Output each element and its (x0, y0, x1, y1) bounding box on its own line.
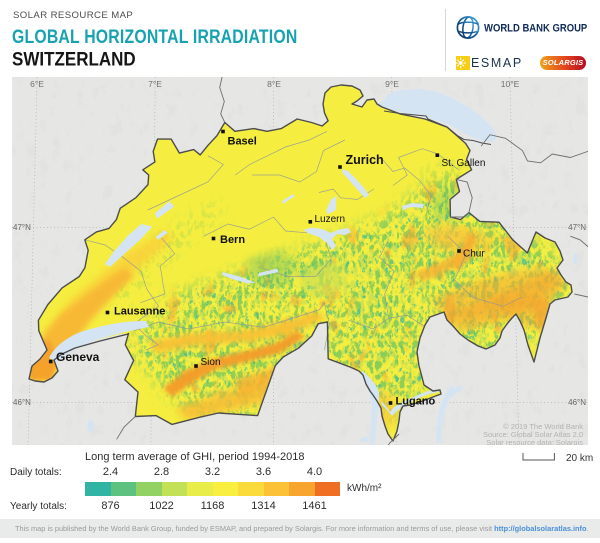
svg-text:Lausanne: Lausanne (114, 306, 165, 318)
svg-text:20 km: 20 km (566, 453, 593, 464)
svg-text:46°N: 46°N (568, 398, 586, 407)
svg-text:Luzern: Luzern (315, 214, 346, 225)
svg-text:Sion: Sion (201, 357, 221, 368)
svg-text:Geneva: Geneva (56, 350, 100, 364)
svg-text:St. Gallen: St. Gallen (442, 158, 486, 169)
svg-text:47°N: 47°N (568, 223, 586, 232)
svg-text:8°E: 8°E (267, 79, 281, 89)
svg-text:Bern: Bern (220, 234, 245, 246)
svg-text:Solar resource data: Solargis: Solar resource data: Solargis (486, 438, 583, 445)
svg-text:Zurich: Zurich (346, 153, 384, 167)
svg-text:Chur: Chur (463, 249, 485, 260)
svg-text:6°E: 6°E (30, 79, 44, 89)
svg-text:10°E: 10°E (501, 79, 520, 89)
svg-text:WORLD BANK GROUP: WORLD BANK GROUP (484, 23, 587, 35)
svg-text:© 2019 The World Bank: © 2019 The World Bank (503, 422, 583, 431)
svg-text:46°N: 46°N (13, 398, 31, 407)
svg-text:47°N: 47°N (13, 223, 31, 232)
svg-text:9°E: 9°E (385, 79, 399, 89)
svg-text:7°E: 7°E (148, 79, 162, 89)
svg-text:Lugano: Lugano (396, 396, 436, 408)
svg-text:Basel: Basel (228, 136, 257, 148)
svg-text:Source: Global Solar Atlas 2.0: Source: Global Solar Atlas 2.0 (483, 430, 583, 439)
